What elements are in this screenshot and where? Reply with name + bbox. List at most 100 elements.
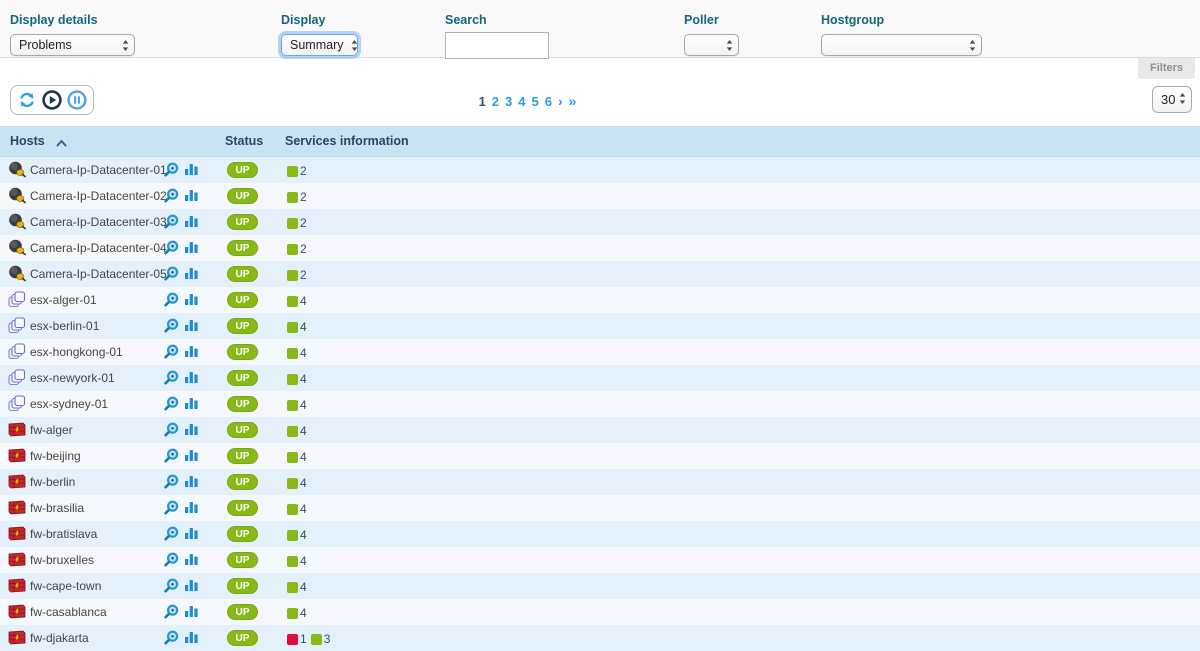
service-ok-count[interactable]: 4 (300, 580, 307, 594)
service-ok-count[interactable]: 4 (300, 424, 307, 438)
service-ok-badge[interactable] (287, 607, 298, 619)
service-ok-count[interactable]: 2 (300, 164, 307, 178)
host-name[interactable]: esx-newyork-01 (30, 371, 115, 385)
refresh-button[interactable] (16, 89, 38, 111)
column-status[interactable]: Status (225, 134, 264, 148)
host-name[interactable]: Camera-Ip-Datacenter-03 (30, 215, 167, 229)
search-input[interactable] (445, 32, 549, 59)
page-last[interactable]: » (568, 93, 577, 109)
host-name[interactable]: fw-alger (30, 423, 73, 437)
service-ok-count[interactable]: 4 (300, 450, 307, 464)
host-details-icon[interactable] (164, 396, 179, 411)
page-4[interactable]: 4 (518, 94, 526, 109)
host-name[interactable]: fw-brasilia (30, 501, 85, 515)
host-graph-icon[interactable] (184, 448, 199, 463)
host-graph-icon[interactable] (184, 188, 199, 203)
host-graph-icon[interactable] (184, 266, 199, 281)
host-name[interactable]: fw-djakarta (30, 631, 89, 645)
host-name[interactable]: Camera-Ip-Datacenter-02 (30, 189, 167, 203)
service-ok-count[interactable]: 2 (300, 216, 307, 230)
service-ok-badge[interactable] (287, 295, 298, 307)
host-graph-icon[interactable] (184, 630, 199, 645)
page-6[interactable]: 6 (544, 94, 552, 109)
host-details-icon[interactable] (164, 214, 179, 229)
filters-button[interactable]: Filters (1137, 58, 1195, 79)
host-details-icon[interactable] (164, 188, 179, 203)
host-name[interactable]: fw-bratislava (30, 527, 98, 541)
service-ok-badge[interactable] (287, 243, 298, 255)
service-critical-badge[interactable] (287, 633, 298, 645)
host-name[interactable]: fw-cape-town (30, 579, 102, 593)
service-ok-badge[interactable] (287, 503, 298, 515)
service-ok-badge[interactable] (287, 555, 298, 567)
service-ok-badge[interactable] (287, 347, 298, 359)
host-graph-icon[interactable] (184, 370, 199, 385)
page-next[interactable]: › (557, 93, 563, 109)
service-ok-badge[interactable] (287, 269, 298, 281)
service-ok-count[interactable]: 4 (300, 528, 307, 542)
service-critical-count[interactable]: 1 (300, 632, 307, 646)
host-details-icon[interactable] (164, 266, 179, 281)
service-ok-count[interactable]: 3 (323, 632, 331, 646)
host-name[interactable]: esx-alger-01 (30, 293, 97, 307)
page-3[interactable]: 3 (505, 94, 513, 109)
service-ok-badge[interactable] (287, 321, 298, 333)
host-details-icon[interactable] (164, 448, 179, 463)
host-name[interactable]: Camera-Ip-Datacenter-01 (30, 163, 167, 177)
host-name[interactable]: Camera-Ip-Datacenter-04 (30, 241, 167, 255)
host-details-icon[interactable] (164, 292, 179, 307)
host-details-icon[interactable] (164, 162, 179, 177)
hostgroup-select[interactable] (821, 34, 982, 56)
host-name[interactable]: Camera-Ip-Datacenter-05 (30, 267, 167, 281)
service-ok-count[interactable]: 2 (300, 190, 307, 204)
host-name[interactable]: fw-beijing (30, 449, 81, 463)
host-details-icon[interactable] (164, 526, 179, 541)
service-ok-count[interactable]: 2 (300, 268, 307, 282)
service-ok-badge[interactable] (287, 581, 298, 593)
host-name[interactable]: fw-casablanca (30, 605, 107, 619)
host-details-icon[interactable] (164, 604, 179, 619)
host-graph-icon[interactable] (184, 604, 199, 619)
host-details-icon[interactable] (164, 370, 179, 385)
service-ok-count[interactable]: 4 (300, 606, 307, 620)
service-ok-badge[interactable] (287, 451, 298, 463)
service-ok-count[interactable]: 4 (300, 372, 307, 386)
service-ok-count[interactable]: 2 (300, 242, 307, 256)
host-name[interactable]: fw-bruxelles (30, 553, 95, 567)
host-details-icon[interactable] (164, 500, 179, 515)
host-graph-icon[interactable] (184, 474, 199, 489)
sort-asc-icon[interactable] (56, 136, 67, 150)
service-ok-badge[interactable] (287, 165, 298, 177)
host-details-icon[interactable] (164, 630, 179, 645)
service-ok-badge[interactable] (287, 217, 298, 229)
host-details-icon[interactable] (164, 552, 179, 567)
service-ok-badge[interactable] (287, 373, 298, 385)
host-details-icon[interactable] (164, 474, 179, 489)
service-ok-count[interactable]: 4 (300, 294, 307, 308)
host-graph-icon[interactable] (184, 396, 199, 411)
service-ok-count[interactable]: 4 (300, 502, 307, 516)
poller-select[interactable] (684, 34, 739, 56)
host-details-icon[interactable] (164, 344, 179, 359)
host-details-icon[interactable] (164, 422, 179, 437)
service-ok-count[interactable]: 4 (300, 476, 307, 490)
page-size-select[interactable]: 30 (1152, 86, 1192, 113)
host-name[interactable]: esx-berlin-01 (30, 319, 100, 333)
host-graph-icon[interactable] (184, 552, 199, 567)
service-ok-badge[interactable] (287, 191, 298, 203)
service-ok-badge[interactable] (287, 425, 298, 437)
service-ok-count[interactable]: 4 (300, 554, 307, 568)
pause-button[interactable] (66, 89, 88, 111)
host-graph-icon[interactable] (184, 422, 199, 437)
host-graph-icon[interactable] (184, 214, 199, 229)
host-graph-icon[interactable] (184, 318, 199, 333)
host-name[interactable]: fw-berlin (30, 475, 76, 489)
page-5[interactable]: 5 (531, 94, 539, 109)
host-details-icon[interactable] (164, 578, 179, 593)
service-ok-badge[interactable] (310, 633, 322, 645)
host-graph-icon[interactable] (184, 578, 199, 593)
host-graph-icon[interactable] (184, 240, 199, 255)
host-name[interactable]: esx-sydney-01 (30, 397, 109, 411)
display-select[interactable]: Summary (281, 34, 358, 56)
service-ok-count[interactable]: 4 (300, 398, 307, 412)
